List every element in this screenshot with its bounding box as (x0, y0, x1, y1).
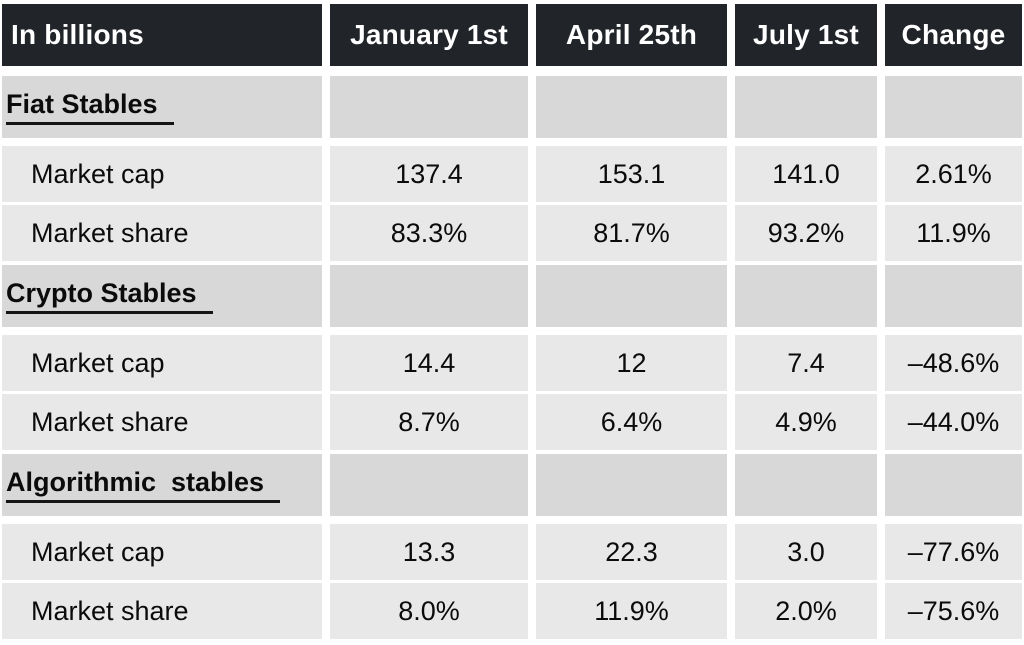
cell-value: 93.2% (735, 205, 877, 261)
empty-cell (735, 454, 877, 516)
empty-cell (735, 265, 877, 327)
table-row: Market cap 14.4 12 7.4 –48.6% (2, 335, 1024, 391)
cell-value: 12 (536, 335, 727, 391)
cell-value: 11.9% (536, 583, 727, 639)
cell-value: 81.7% (536, 205, 727, 261)
section-row-algorithmic-stables: Algorithmic stables (2, 454, 1024, 516)
column-header-change: Change (885, 4, 1022, 66)
table-row: Market cap 137.4 153.1 141.0 2.61% (2, 146, 1024, 202)
row-label: Market cap (2, 524, 322, 580)
cell-value: 13.3 (330, 524, 528, 580)
section-row-crypto-stables: Crypto Stables (2, 265, 1024, 327)
cell-value: 22.3 (536, 524, 727, 580)
empty-cell (536, 265, 727, 327)
cell-value: 7.4 (735, 335, 877, 391)
cell-value: 2.61% (885, 146, 1022, 202)
row-label: Market cap (2, 146, 322, 202)
cell-value: 4.9% (735, 394, 877, 450)
table-header-row: In billions January 1st April 25th July … (2, 4, 1024, 66)
empty-cell (536, 454, 727, 516)
empty-cell (330, 454, 528, 516)
section-row-fiat-stables: Fiat Stables (2, 76, 1024, 138)
cell-value: 3.0 (735, 524, 877, 580)
row-label: Market cap (2, 335, 322, 391)
empty-cell (735, 76, 877, 138)
column-header-april-25th: April 25th (536, 4, 727, 66)
cell-value: 8.7% (330, 394, 528, 450)
table-row: Market share 83.3% 81.7% 93.2% 11.9% (2, 205, 1024, 261)
empty-cell (330, 265, 528, 327)
cell-value: 2.0% (735, 583, 877, 639)
empty-cell (885, 265, 1022, 327)
empty-cell (330, 76, 528, 138)
cell-value: –77.6% (885, 524, 1022, 580)
column-header-in-billions: In billions (2, 4, 322, 66)
table-row: Market share 8.0% 11.9% 2.0% –75.6% (2, 583, 1024, 639)
cell-value: 153.1 (536, 146, 727, 202)
cell-value: 141.0 (735, 146, 877, 202)
empty-cell (885, 76, 1022, 138)
column-header-january-1st: January 1st (330, 4, 528, 66)
row-label: Market share (2, 583, 322, 639)
empty-cell (885, 454, 1022, 516)
column-header-july-1st: July 1st (735, 4, 877, 66)
table-row: Market cap 13.3 22.3 3.0 –77.6% (2, 524, 1024, 580)
cell-value: 83.3% (330, 205, 528, 261)
cell-value: –44.0% (885, 394, 1022, 450)
cell-value: –48.6% (885, 335, 1022, 391)
cell-value: 6.4% (536, 394, 727, 450)
cell-value: 137.4 (330, 146, 528, 202)
cell-value: 11.9% (885, 205, 1022, 261)
section-title: Algorithmic stables (6, 467, 281, 503)
section-title: Crypto Stables (6, 278, 213, 314)
table-row: Market share 8.7% 6.4% 4.9% –44.0% (2, 394, 1024, 450)
row-label: Market share (2, 394, 322, 450)
row-label: Market share (2, 205, 322, 261)
cell-value: –75.6% (885, 583, 1022, 639)
section-title: Fiat Stables (6, 89, 174, 125)
empty-cell (536, 76, 727, 138)
cell-value: 14.4 (330, 335, 528, 391)
cell-value: 8.0% (330, 583, 528, 639)
